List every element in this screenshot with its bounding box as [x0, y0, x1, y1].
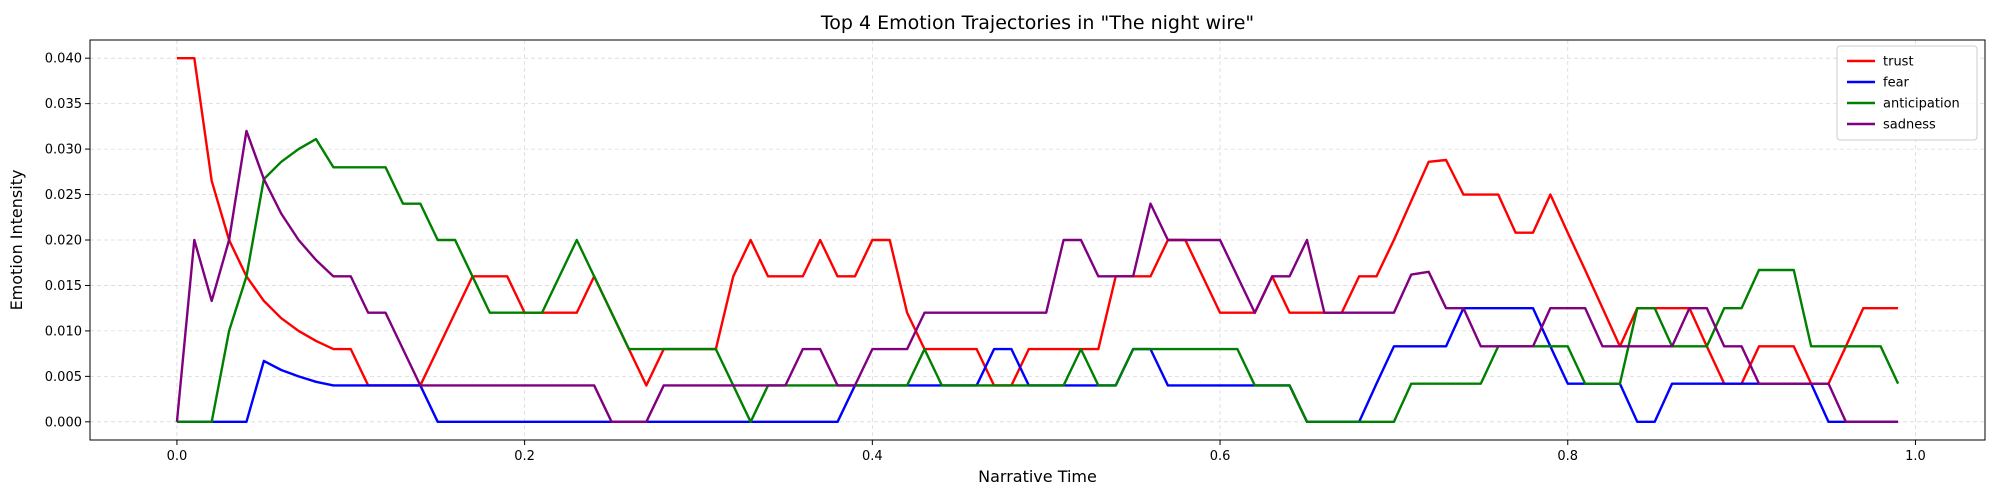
- legend-label-anticipation: anticipation: [1883, 97, 1960, 112]
- legend-label-trust: trust: [1883, 55, 1914, 70]
- y-tick-label: 0.000: [45, 415, 82, 430]
- y-tick-label: 0.035: [45, 97, 82, 112]
- x-tick-label: 0.2: [514, 449, 535, 464]
- y-tick-label: 0.020: [45, 234, 82, 249]
- y-tick-label: 0.040: [45, 52, 82, 67]
- x-axis-label: Narrative Time: [978, 467, 1097, 486]
- chart-title: Top 4 Emotion Trajectories in "The night…: [820, 12, 1254, 34]
- legend-box: [1836, 45, 1978, 141]
- x-axis-ticks: 0.0 0.2 0.4 0.6 0.8 1.0: [167, 440, 1926, 464]
- x-tick-label: 0.6: [1210, 449, 1231, 464]
- x-tick-label: 0.4: [862, 449, 883, 464]
- legend-label-fear: fear: [1883, 76, 1910, 91]
- series-line-fear: [176, 306, 1899, 424]
- y-axis-label: Emotion Intensity: [7, 170, 26, 311]
- y-tick-label: 0.005: [45, 370, 82, 385]
- x-tick-label: 0.8: [1557, 449, 1578, 464]
- x-tick-label: 1.0: [1905, 449, 1926, 464]
- series-lines: [175, 56, 1900, 424]
- legend-label-sadness: sadness: [1883, 118, 1936, 133]
- legend: trust fear anticipation sadness: [1836, 45, 1978, 141]
- y-tick-label: 0.025: [45, 188, 82, 203]
- series-line-sadness: [175, 129, 1899, 424]
- x-tick-label: 0.0: [167, 449, 188, 464]
- series-line-trust: [176, 56, 1899, 387]
- series-line-anticipation: [176, 137, 1900, 424]
- y-tick-label: 0.030: [45, 143, 82, 158]
- grid-lines: [90, 40, 1985, 440]
- y-tick-label: 0.015: [45, 279, 82, 294]
- y-tick-label: 0.010: [45, 324, 82, 339]
- y-axis-ticks: 0.000 0.005 0.010 0.015 0.020 0.025 0.030 0.035…: [45, 52, 90, 430]
